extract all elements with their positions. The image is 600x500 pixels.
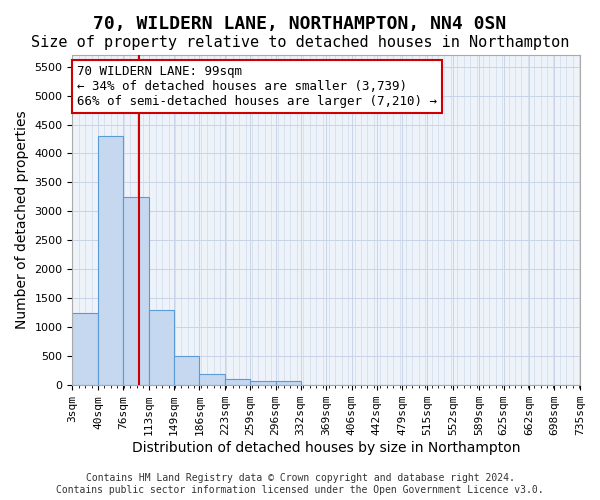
Bar — [123, 197, 149, 385]
Bar — [275, 381, 301, 385]
X-axis label: Distribution of detached houses by size in Northampton: Distribution of detached houses by size … — [132, 441, 520, 455]
Y-axis label: Number of detached properties: Number of detached properties — [15, 111, 29, 330]
Bar — [149, 310, 173, 385]
Bar — [173, 356, 199, 385]
Bar — [199, 374, 225, 385]
Bar — [250, 381, 275, 385]
Text: 70, WILDERN LANE, NORTHAMPTON, NN4 0SN: 70, WILDERN LANE, NORTHAMPTON, NN4 0SN — [94, 15, 506, 33]
Bar — [98, 136, 123, 385]
Text: 70 WILDERN LANE: 99sqm
← 34% of detached houses are smaller (3,739)
66% of semi-: 70 WILDERN LANE: 99sqm ← 34% of detached… — [77, 65, 437, 108]
Text: Contains HM Land Registry data © Crown copyright and database right 2024.
Contai: Contains HM Land Registry data © Crown c… — [56, 474, 544, 495]
Text: Size of property relative to detached houses in Northampton: Size of property relative to detached ho… — [31, 35, 569, 50]
Bar — [73, 313, 98, 385]
Bar — [225, 380, 250, 385]
